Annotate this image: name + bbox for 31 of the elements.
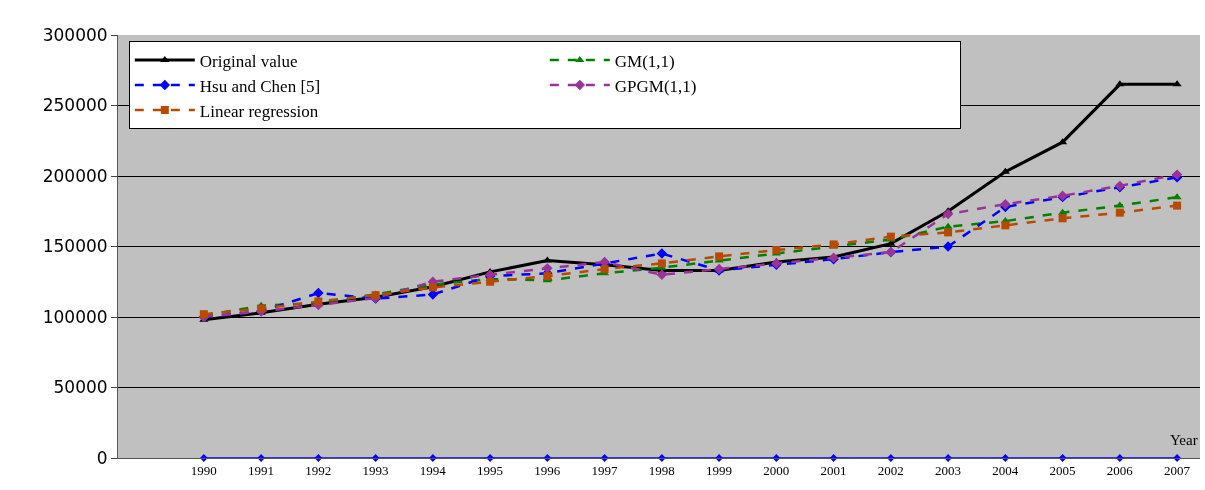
x-tick-label: 2007	[1164, 462, 1191, 478]
x-tick-label: 2004	[992, 462, 1019, 478]
y-tick-label: 0	[96, 447, 108, 468]
y-tick-label: 150000	[42, 236, 108, 257]
x-tick-label: 2003	[935, 462, 962, 478]
x-tick-label: 2006	[1106, 462, 1134, 478]
legend-label: Original value	[199, 51, 298, 71]
x-tick-label: 1998	[648, 462, 675, 478]
x-tick-label: 1999	[706, 462, 733, 478]
legend-label: Hsu and Chen [5]	[199, 76, 321, 96]
x-tick-label: 2000	[763, 462, 790, 478]
x-tick-label: 2005	[1049, 462, 1076, 478]
x-tick-label: 2002	[877, 462, 904, 478]
x-tick-label: 2001	[820, 462, 847, 478]
x-tick-label: 1992	[305, 462, 332, 478]
x-tick-label: 1990	[190, 462, 217, 478]
x-tick-label: 1994	[419, 462, 447, 478]
x-tick-label: 1995	[477, 462, 504, 478]
y-tick-label: 200000	[42, 165, 108, 186]
x-tick-label: 1993	[362, 462, 389, 478]
x-tick-label: 1991	[248, 462, 275, 478]
y-tick-label: 100000	[42, 306, 108, 327]
legend-label: GPGM(1,1)	[614, 76, 697, 96]
legend-label: GM(1,1)	[614, 51, 675, 71]
y-tick-label: 300000	[42, 24, 108, 45]
y-tick-label: 50000	[53, 377, 108, 398]
legend-label: Linear regression	[199, 101, 319, 121]
x-tick-label: 1997	[591, 462, 619, 478]
x-axis-title: Year	[1170, 432, 1198, 448]
y-tick-label: 250000	[42, 95, 108, 116]
x-tick-label: 1996	[534, 462, 561, 478]
